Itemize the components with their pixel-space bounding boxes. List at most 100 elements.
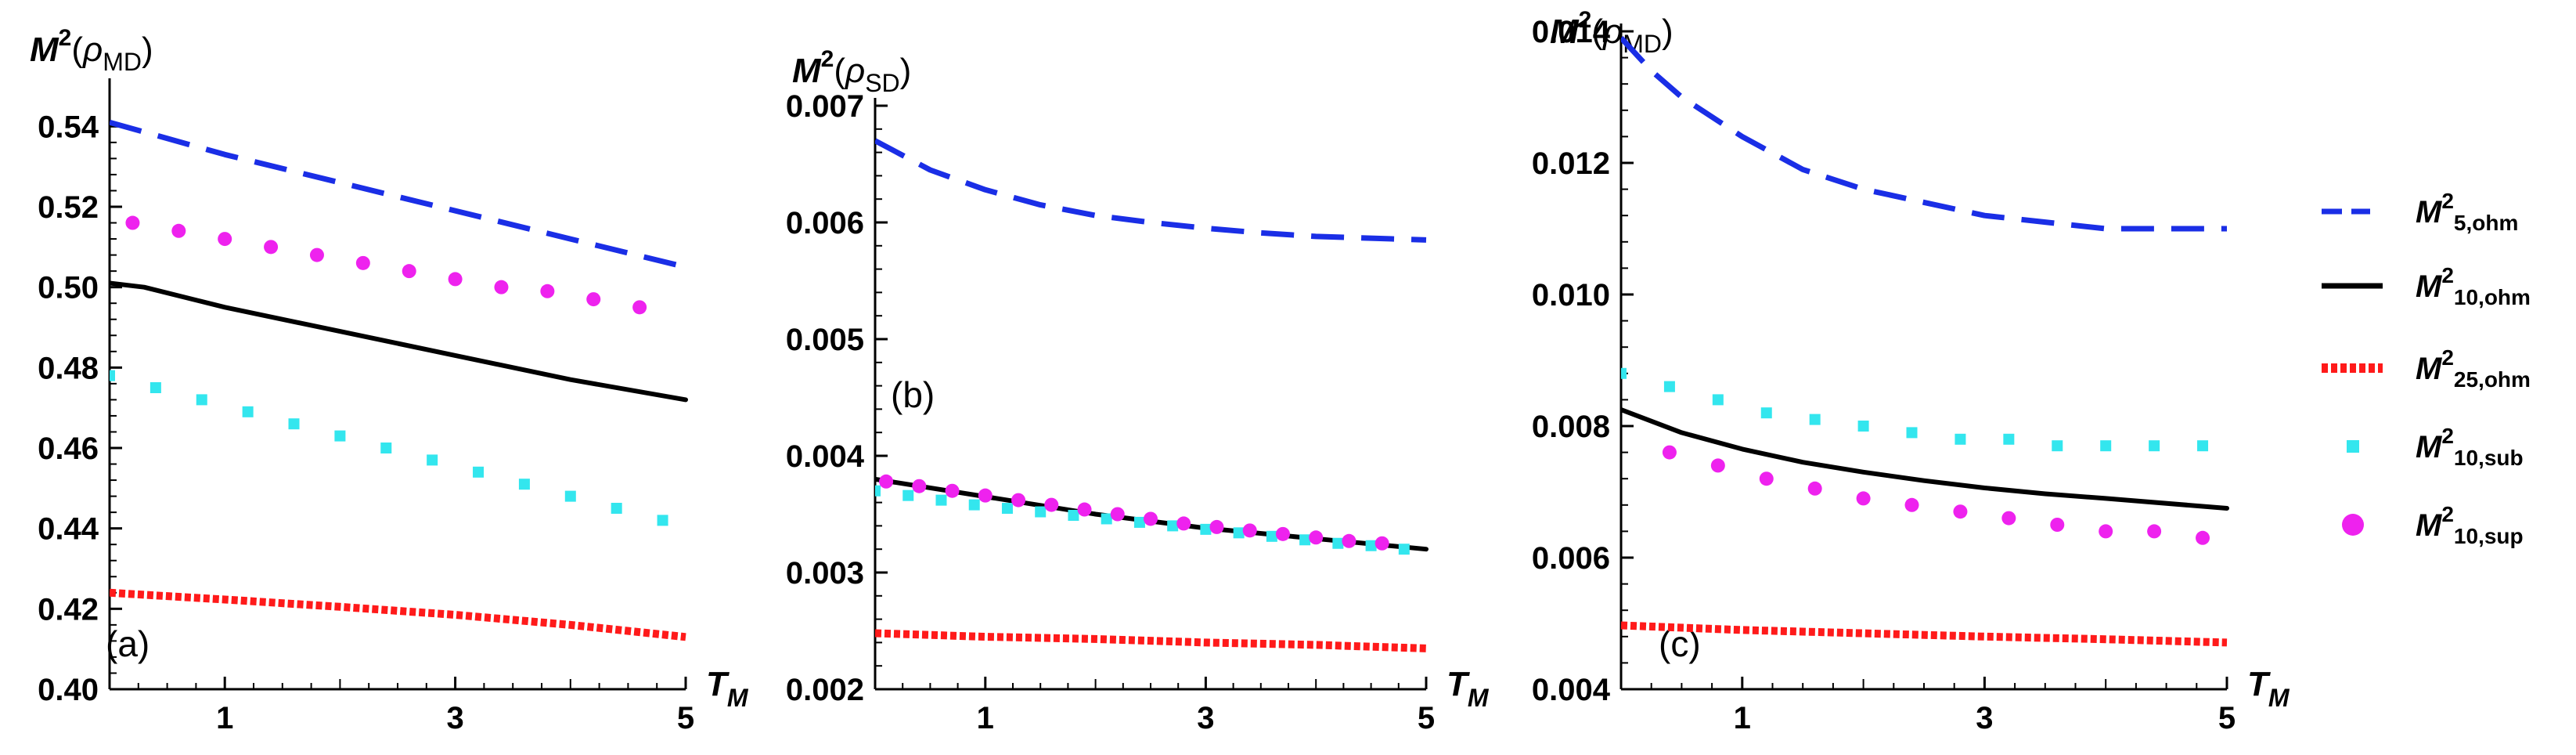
legend-item-M2_10_ohm: M210,ohm [2322,263,2531,309]
sup-point [1044,497,1059,512]
sub-point [150,382,161,393]
sub-point [518,479,530,490]
panel-label: (a) [106,623,150,664]
sub-point [1663,381,1675,392]
series-line-M2_5_ohm [875,138,1427,243]
x-tick-label: 5 [2218,701,2236,735]
sup-point [1176,516,1191,531]
sup-point [1759,471,1774,486]
x-tick-label: 1 [1734,701,1751,735]
sup-point [1342,533,1356,548]
legend-label: M210,ohm [2416,263,2531,309]
sup-point [1710,458,1725,473]
panel-b: 0.002 0.003 0.004 0.005 0.006 0.007 1 3 5 M2(ρSD)… [786,46,1490,735]
sub-point [1299,534,1311,546]
sub-point [1266,530,1277,542]
y-tick-label: 0.48 [38,351,99,385]
y-tick-label: 0.003 [786,556,864,591]
y-tick-label: 0.012 [1532,146,1610,181]
y-tick-label: 0.46 [38,432,99,466]
sup-point [1953,504,1968,519]
sup-point [309,247,324,262]
legend-swatch [2342,514,2364,536]
x-tick-label: 3 [1197,701,1214,735]
sub-point [875,485,881,497]
sup-point [1110,507,1125,522]
panel-c: 0.004 0.006 0.008 0.010 0.012 0.014 1 3 5 M2(ρMD)… [1532,7,2290,735]
sup-point [1242,523,1257,538]
sup-point [1662,445,1677,460]
sup-point [1904,497,1919,512]
x-axis-label: TM [2247,665,2290,712]
sup-point [1011,493,1026,508]
series-line-M2_5_ohm [1621,36,2227,232]
sub-point [657,515,668,526]
x-tick-label: 1 [977,701,994,735]
sub-point [564,490,576,502]
sup-point [1309,530,1324,545]
sub-point [1200,523,1212,535]
sup-point [2050,518,2065,532]
sup-point [494,280,509,294]
sub-point [196,394,207,406]
y-tick-label: 0.44 [38,512,99,547]
x-tick-label: 1 [216,701,233,735]
y-tick-label: 0.002 [786,673,864,707]
sup-point [1856,491,1871,506]
y-tick-label: 0.007 [786,89,864,124]
plot-area [110,119,688,641]
x-axis-label: TM [706,665,749,712]
sub-point [1133,516,1145,528]
sub-point [935,494,947,506]
sup-point [2147,524,2162,539]
x-tick-label: 5 [1418,701,1435,735]
series-line-M2_5_ohm [110,119,686,270]
legend-item-M2_10_sub: M210,sub [2347,424,2524,470]
x-tick-label: 3 [1976,701,1993,735]
legend-item-M2_10_sup: M210,sup [2342,502,2524,548]
sub-point [473,466,485,478]
x-axis-label: TM [1447,665,1490,712]
sub-point [1233,527,1245,539]
sup-point [1144,511,1158,526]
sup-point [402,264,416,279]
legend-label: M225,ohm [2416,345,2531,392]
sub-point [1001,503,1013,515]
sup-point [978,488,993,503]
sub-point [110,370,115,381]
series-line-M2_25_ohm [110,588,686,641]
sub-point [380,443,392,453]
legend-label: M25,ohm [2416,189,2518,235]
sub-point [903,489,914,501]
sup-point [1077,502,1092,517]
y-tick-label: 0.006 [786,206,864,240]
sup-point [540,284,555,298]
y-tick-label: 0.004 [786,439,865,474]
sub-point [1857,421,1869,432]
sub-point [1398,544,1410,555]
series-line-M2_25_ohm [1621,621,2228,647]
y-tick-label: 0.40 [38,673,99,707]
sub-point [1035,506,1047,518]
series-line-M2_25_ohm [875,629,1427,652]
sup-point [264,240,279,255]
sup-point [2099,524,2113,539]
x-tick-label: 5 [677,701,694,735]
sup-point [1275,526,1290,541]
plot-area [1621,36,2229,647]
sub-point [1365,540,1377,551]
legend-swatch [2347,440,2359,453]
sup-point [125,215,140,230]
legend-label: M210,sup [2416,502,2524,548]
y-tick-label: 0.006 [1532,541,1610,576]
sub-point [1167,520,1179,532]
sub-point [2100,440,2112,452]
sup-point [1209,519,1224,534]
y-tick-label: 0.42 [38,592,99,627]
y-axis-label: M2(ρMD) [1550,7,1673,58]
series-line-M2_10_ohm [110,280,688,403]
y-axis-label: M2(ρSD) [792,46,911,97]
y-tick-label: 0.010 [1532,278,1610,312]
sub-point [1712,394,1724,406]
